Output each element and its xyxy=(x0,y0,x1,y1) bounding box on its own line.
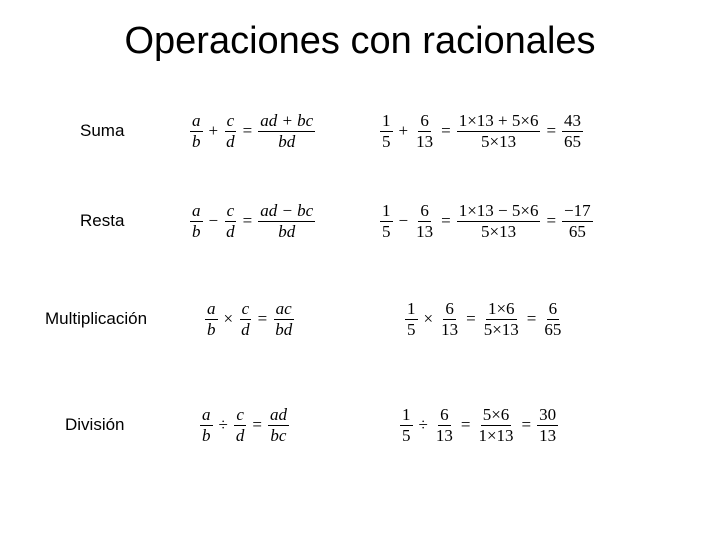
formula-suma: ab + cd = ad + bcbd xyxy=(190,112,315,151)
op-eq: = xyxy=(525,309,539,329)
frac: ab xyxy=(190,202,203,241)
frac: 613 xyxy=(439,300,460,339)
frac: 4365 xyxy=(562,112,583,151)
slide: Operaciones con racionales Suma ab + cd … xyxy=(0,0,720,540)
frac: 15 xyxy=(380,112,393,151)
frac: 15 xyxy=(400,406,413,445)
op-eq: = xyxy=(439,121,453,141)
frac: 15 xyxy=(380,202,393,241)
frac: ab xyxy=(190,112,203,151)
op-eq: = xyxy=(241,211,255,231)
op-times: × xyxy=(422,309,436,329)
frac: 665 xyxy=(542,300,563,339)
formula-div: ab ÷ cd = adbc xyxy=(200,406,289,445)
op-minus: − xyxy=(397,211,411,231)
op-minus: − xyxy=(207,211,221,231)
label-div: División xyxy=(65,415,125,435)
formula-resta: ab − cd = ad − bcbd xyxy=(190,202,315,241)
label-mult: Multiplicación xyxy=(45,309,147,329)
frac: acbd xyxy=(273,300,294,339)
op-eq: = xyxy=(464,309,478,329)
frac: −1765 xyxy=(562,202,593,241)
frac: ab xyxy=(200,406,213,445)
frac: ab xyxy=(205,300,218,339)
frac: adbc xyxy=(268,406,289,445)
frac: 1×13 + 5×65×13 xyxy=(457,112,541,151)
op-eq: = xyxy=(439,211,453,231)
label-suma: Suma xyxy=(80,121,124,141)
op-eq: = xyxy=(544,121,558,141)
frac: 5×61×13 xyxy=(476,406,515,445)
row-resta: Resta ab − cd = ad − bcbd 15 − 613 = 1×1… xyxy=(0,186,720,256)
op-plus: + xyxy=(397,121,411,141)
frac: cd xyxy=(234,406,247,445)
op-div: ÷ xyxy=(417,415,430,435)
row-suma: Suma ab + cd = ad + bcbd 15 + 613 = 1×13… xyxy=(0,96,720,166)
frac: ad − bcbd xyxy=(258,202,315,241)
op-eq: = xyxy=(544,211,558,231)
example-mult: 15 × 613 = 1×65×13 = 665 xyxy=(405,300,563,339)
op-div: ÷ xyxy=(217,415,230,435)
frac: 1×13 − 5×65×13 xyxy=(457,202,541,241)
op-eq: = xyxy=(520,415,534,435)
op-plus: + xyxy=(207,121,221,141)
frac: cd xyxy=(224,202,237,241)
op-times: × xyxy=(222,309,236,329)
row-mult: Multiplicación ab × cd = acbd 15 × 613 =… xyxy=(0,284,720,354)
frac: cd xyxy=(224,112,237,151)
frac: 613 xyxy=(414,112,435,151)
frac: 613 xyxy=(414,202,435,241)
frac: 1×65×13 xyxy=(482,300,521,339)
op-eq: = xyxy=(241,121,255,141)
frac: ad + bcbd xyxy=(258,112,315,151)
op-eq: = xyxy=(459,415,473,435)
op-eq: = xyxy=(250,415,264,435)
page-title: Operaciones con racionales xyxy=(0,20,720,63)
label-resta: Resta xyxy=(80,211,124,231)
frac: cd xyxy=(239,300,252,339)
example-div: 15 ÷ 613 = 5×61×13 = 3013 xyxy=(400,406,558,445)
frac: 3013 xyxy=(537,406,558,445)
row-div: División ab ÷ cd = adbc 15 ÷ 613 = 5×61×… xyxy=(0,390,720,460)
frac: 15 xyxy=(405,300,418,339)
example-suma: 15 + 613 = 1×13 + 5×65×13 = 4365 xyxy=(380,112,583,151)
example-resta: 15 − 613 = 1×13 − 5×65×13 = −1765 xyxy=(380,202,593,241)
formula-mult: ab × cd = acbd xyxy=(205,300,294,339)
op-eq: = xyxy=(256,309,270,329)
frac: 613 xyxy=(434,406,455,445)
